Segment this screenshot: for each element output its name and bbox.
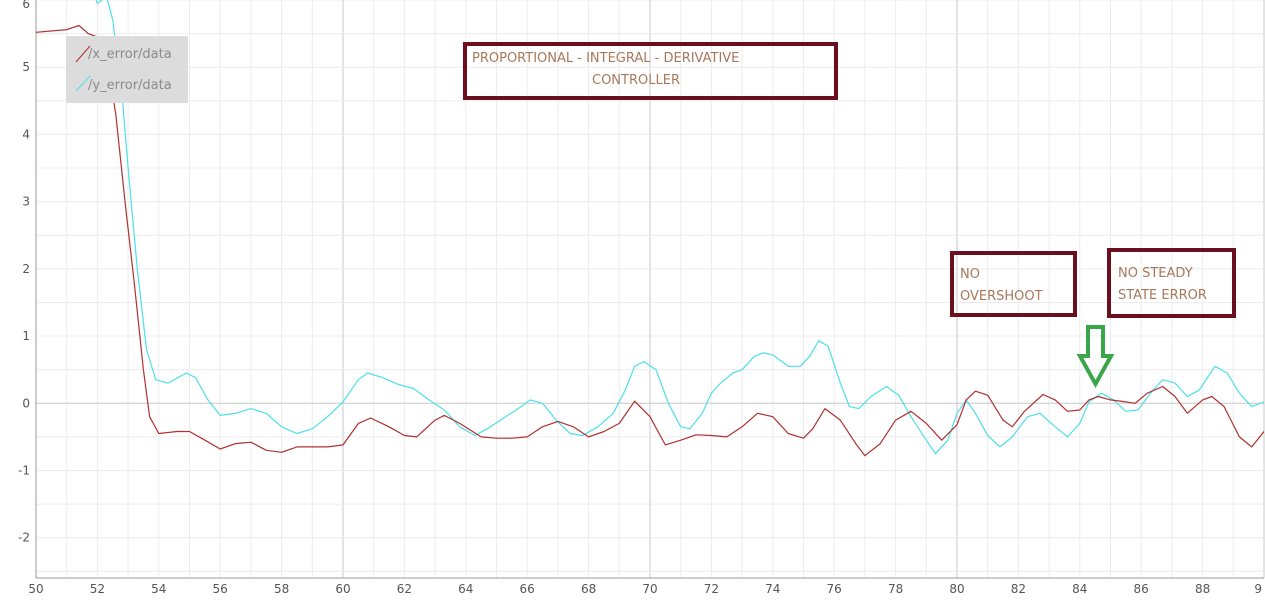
legend-label-x-error: /x_error/data <box>88 47 172 62</box>
no-steady-state-error-box <box>1107 248 1236 318</box>
pid-title-line-2: CONTROLLER <box>592 73 680 88</box>
pid-title-box <box>463 42 838 100</box>
x-tick-label: 60 <box>335 582 350 596</box>
y-tick-label: 2 <box>22 262 30 276</box>
legend: /x_error/data /y_error/data <box>66 36 188 103</box>
y-tick-label: -1 <box>18 463 30 477</box>
x-tick-label: 56 <box>213 582 228 596</box>
annotations: PROPORTIONAL - INTEGRAL - DERIVATIVE CON… <box>463 42 1236 389</box>
legend-swatch-y-error <box>75 75 91 92</box>
x-tick-label: 68 <box>581 582 596 596</box>
y-tick-label: 4 <box>22 127 30 141</box>
pid-title-line-1: PROPORTIONAL - INTEGRAL - DERIVATIVE <box>472 51 739 66</box>
x-tick-label: 52 <box>90 582 105 596</box>
x-tick-label: 70 <box>642 582 657 596</box>
y-tick-label: 1 <box>22 329 30 343</box>
no-steady-state-error-line-2: STATE ERROR <box>1118 288 1207 303</box>
x-tick-label: 84 <box>1072 582 1087 596</box>
no-overshoot-line-1: NO <box>960 267 980 282</box>
down-arrow-icon <box>1076 325 1115 389</box>
series-lines <box>36 0 1264 457</box>
legend-label-y-error: /y_error/data <box>88 78 172 93</box>
y-tick-label: 5 <box>22 60 30 74</box>
series-line-y-error <box>95 0 1264 455</box>
no-overshoot-line-2: OVERSHOOT <box>960 289 1043 304</box>
x-tick-label: 50 <box>28 582 43 596</box>
x-tick-label: 72 <box>704 582 719 596</box>
x-tick-label: 82 <box>1011 582 1026 596</box>
no-steady-state-error-line-1: NO STEADY <box>1118 266 1193 281</box>
y-tick-label: -2 <box>18 531 30 545</box>
y-tick-label: 3 <box>22 195 30 209</box>
axis-ticks: 50 52 54 56 58 60 62 64 66 68 70 72 74 76 78 80 82 84 86 88… <box>18 0 1262 596</box>
x-tick-label: 54 <box>151 582 166 596</box>
x-tick-label: 74 <box>765 582 780 596</box>
legend-background <box>66 36 188 103</box>
x-tick-label: 76 <box>827 582 842 596</box>
x-tick-label: 88 <box>1195 582 1210 596</box>
x-tick-label: 78 <box>888 582 903 596</box>
no-overshoot-box <box>950 251 1077 317</box>
y-tick-label: 0 <box>22 396 30 410</box>
x-tick-label: 66 <box>520 582 535 596</box>
x-tick-label: 9 <box>1254 582 1262 596</box>
x-tick-label: 86 <box>1134 582 1149 596</box>
legend-swatch-x-error <box>75 45 91 63</box>
x-tick-label: 80 <box>949 582 964 596</box>
y-tick-label: 6 <box>22 0 30 11</box>
x-tick-label: 62 <box>397 582 412 596</box>
series-line-x-error <box>36 24 1264 457</box>
x-tick-label: 64 <box>458 582 473 596</box>
x-tick-label: 58 <box>274 582 289 596</box>
